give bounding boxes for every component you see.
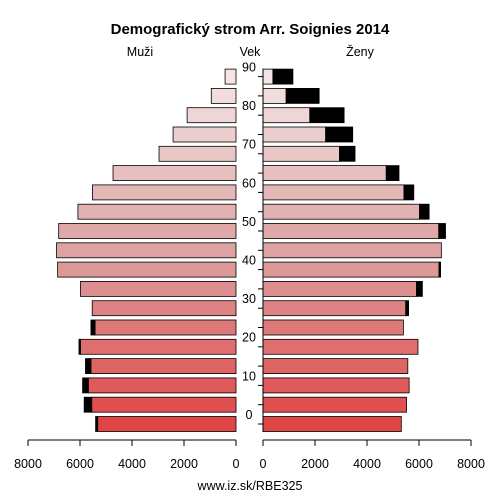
age-tick-label: 80 bbox=[242, 99, 256, 113]
bar-female-age-60-64 bbox=[262, 184, 405, 201]
age-tick-label: 20 bbox=[242, 331, 256, 345]
bar-male-age-90+ bbox=[224, 68, 237, 85]
x-tick-label-female: 4000 bbox=[353, 457, 381, 471]
bar-female-surplus-age-65-69 bbox=[385, 165, 400, 182]
x-tick-label-male: 8000 bbox=[14, 457, 42, 471]
x-tick-label-female: 6000 bbox=[405, 457, 433, 471]
bar-male-surplus-age-0-4 bbox=[95, 416, 99, 432]
bar-female-age-40-44 bbox=[262, 261, 440, 278]
bar-female-surplus-age-75-79 bbox=[325, 126, 354, 143]
bar-female-age-65-69 bbox=[262, 165, 387, 182]
age-tick-label: 40 bbox=[242, 253, 256, 267]
x-tick-label-male: 6000 bbox=[66, 457, 94, 471]
female-bars bbox=[262, 68, 446, 432]
bar-female-age-85-89 bbox=[262, 88, 287, 104]
male-side-label: Muži bbox=[127, 45, 153, 59]
male-bars bbox=[56, 68, 237, 432]
bar-male-surplus-age-5-9 bbox=[83, 396, 93, 413]
bar-male-age-45-49 bbox=[56, 242, 237, 259]
bar-male-surplus-age-25-29 bbox=[90, 319, 96, 336]
bar-male-age-50-54 bbox=[58, 223, 237, 239]
bar-male-age-60-64 bbox=[92, 184, 237, 201]
bar-male-surplus-age-10-14 bbox=[82, 377, 89, 394]
age-tick-label: 50 bbox=[242, 215, 256, 229]
footer-url: www.iz.sk/RBE325 bbox=[197, 479, 303, 493]
bar-female-surplus-age-80-84 bbox=[309, 107, 345, 124]
bar-female-surplus-age-30-34 bbox=[405, 300, 409, 317]
bar-male-age-25-29 bbox=[94, 319, 237, 336]
bar-female-age-20-24 bbox=[262, 338, 419, 355]
x-tick-label-male: 4000 bbox=[118, 457, 146, 471]
x-tick-label-female: 0 bbox=[260, 457, 267, 471]
bar-male-age-55-59 bbox=[77, 203, 237, 220]
female-side-label: Ženy bbox=[346, 44, 375, 59]
bar-male-age-75-79 bbox=[172, 126, 237, 143]
bar-female-surplus-age-85-89 bbox=[285, 88, 320, 104]
age-tick-label: 70 bbox=[242, 138, 256, 152]
bar-female-surplus-age-35-39 bbox=[415, 280, 423, 297]
bar-female-surplus-age-90+ bbox=[272, 68, 294, 85]
bar-male-surplus-age-20-24 bbox=[78, 338, 81, 355]
bar-female-surplus-age-50-54 bbox=[438, 223, 446, 239]
age-tick-label: 0 bbox=[246, 408, 253, 422]
bar-male-age-30-34 bbox=[91, 300, 237, 317]
bar-female-surplus-age-40-44 bbox=[438, 261, 441, 278]
bar-male-age-0-4 bbox=[97, 416, 237, 432]
x-tick-label-female: 8000 bbox=[457, 457, 485, 471]
bar-female-age-30-34 bbox=[262, 300, 407, 317]
chart-title: Demografický strom Arr. Soignies 2014 bbox=[111, 21, 390, 38]
x-tick-label-male: 0 bbox=[233, 457, 240, 471]
bar-male-age-65-69 bbox=[112, 165, 237, 182]
bar-female-age-80-84 bbox=[262, 107, 311, 124]
age-tick-label: 90 bbox=[242, 60, 256, 74]
bar-female-age-75-79 bbox=[262, 126, 327, 143]
bar-male-age-5-9 bbox=[91, 396, 237, 413]
x-tick-label-male: 2000 bbox=[170, 457, 198, 471]
bar-female-age-70-74 bbox=[262, 145, 340, 162]
axes: 8000 6000 4000 2000 0 0 2000 4000 6000 8000 0 10 20 3… bbox=[14, 60, 485, 471]
bar-male-surplus-age-15-19 bbox=[85, 358, 92, 375]
bar-male-age-40-44 bbox=[57, 261, 237, 278]
age-tick-label: 60 bbox=[242, 176, 256, 190]
bar-male-age-20-24 bbox=[80, 338, 237, 355]
bar-female-age-25-29 bbox=[262, 319, 404, 336]
bar-male-age-10-14 bbox=[87, 377, 237, 394]
bar-female-surplus-age-55-59 bbox=[419, 203, 430, 220]
age-tick-label: 30 bbox=[242, 292, 256, 306]
bar-female-age-90+ bbox=[262, 68, 274, 85]
bar-female-age-10-14 bbox=[262, 377, 410, 394]
bar-female-age-15-19 bbox=[262, 358, 409, 375]
bar-male-age-35-39 bbox=[80, 280, 237, 297]
bar-male-age-80-84 bbox=[186, 107, 237, 124]
bar-female-age-45-49 bbox=[262, 242, 442, 259]
bar-female-age-55-59 bbox=[262, 203, 420, 220]
x-tick-label-female: 2000 bbox=[301, 457, 329, 471]
bar-female-age-0-4 bbox=[262, 416, 402, 432]
bar-female-age-5-9 bbox=[262, 396, 407, 413]
bar-female-age-50-54 bbox=[262, 223, 440, 239]
bar-male-age-70-74 bbox=[158, 145, 237, 162]
age-axis-label: Vek bbox=[240, 45, 262, 59]
bar-female-surplus-age-70-74 bbox=[339, 145, 356, 162]
bar-male-age-15-19 bbox=[90, 358, 237, 375]
bar-male-age-85-89 bbox=[210, 88, 237, 104]
age-tick-label: 10 bbox=[242, 369, 256, 383]
bar-female-surplus-age-60-64 bbox=[403, 184, 415, 201]
bar-female-age-35-39 bbox=[262, 280, 417, 297]
